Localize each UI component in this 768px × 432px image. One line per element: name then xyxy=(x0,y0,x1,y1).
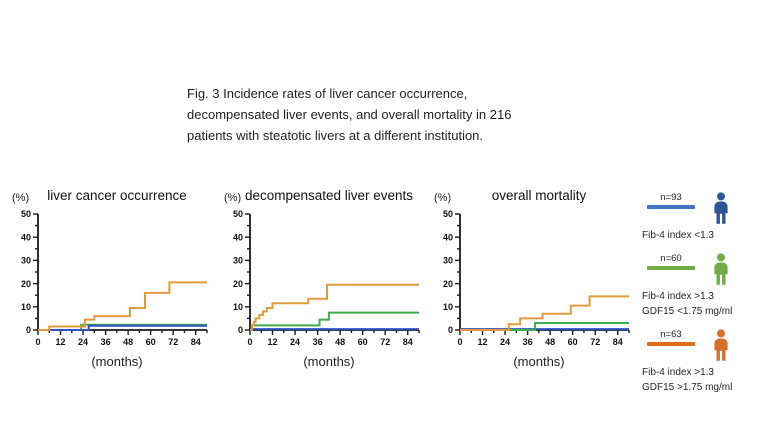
svg-text:48: 48 xyxy=(545,337,555,347)
svg-text:60: 60 xyxy=(146,337,156,347)
legend-label: Fib-4 index <1.3 xyxy=(642,230,714,241)
svg-text:36: 36 xyxy=(523,337,533,347)
legend-n-count: n=60 xyxy=(660,252,682,264)
svg-text:20: 20 xyxy=(233,279,243,289)
legend-label: GDF15 <1.75 mg/ml xyxy=(642,306,733,317)
svg-text:50: 50 xyxy=(233,209,243,219)
svg-text:0: 0 xyxy=(448,325,453,335)
legend-label: GDF15 >1.75 mg/ml xyxy=(642,382,733,393)
svg-text:30: 30 xyxy=(443,256,453,266)
caption-line: decompensated liver events, and overall … xyxy=(187,106,512,122)
svg-text:24: 24 xyxy=(290,337,300,347)
figure-caption: Fig. 3 Incidence rates of liver cancer o… xyxy=(187,84,567,146)
legend-label: Fib-4 index >1.3 xyxy=(642,290,714,302)
y-axis-unit-label: (%) xyxy=(12,192,30,204)
chart-liver-cancer-occurrence: (%) liver cancer occurrence 0 10 20 30 40 50 0… xyxy=(0,186,212,386)
chart-plot: 0 10 20 30 40 50 0 12 24 36 48 60 72 84 xyxy=(233,209,420,347)
svg-text:24: 24 xyxy=(500,337,510,347)
legend-label: Fib-4 index >1.3 xyxy=(642,366,714,378)
svg-text:50: 50 xyxy=(443,209,453,219)
svg-text:10: 10 xyxy=(21,302,31,312)
chart-overall-mortality: (%) overall mortality 0 10 20 30 40 50 0 12 24 36… xyxy=(422,186,634,386)
svg-text:50: 50 xyxy=(21,209,31,219)
legend-entry-fib4-high-gdf15-low: n=60 Fib-4 index >1.3 GDF15 <1.75 mg/ml xyxy=(641,253,767,320)
x-axis-label: (months) xyxy=(303,354,355,369)
svg-text:40: 40 xyxy=(443,232,453,242)
svg-text:60: 60 xyxy=(568,337,578,347)
svg-text:12: 12 xyxy=(56,337,66,347)
svg-text:84: 84 xyxy=(403,337,413,347)
svg-text:12: 12 xyxy=(268,337,278,347)
legend-n-count: n=63 xyxy=(660,328,682,340)
svg-text:48: 48 xyxy=(123,337,133,347)
legend-swatch: n=63 xyxy=(645,329,697,346)
legend-color-bar xyxy=(647,341,695,346)
caption-line: patients with steatotic livers at a diff… xyxy=(187,127,484,143)
svg-text:36: 36 xyxy=(313,337,323,347)
svg-text:24: 24 xyxy=(78,337,88,347)
chart-plot: 0 10 20 30 40 50 0 12 24 36 48 60 72 84 xyxy=(443,209,630,347)
legend: n=93 Fib-4 index <1.3 n=60 xyxy=(641,192,767,396)
x-axis-label: (months) xyxy=(513,354,565,369)
y-axis-unit-label: (%) xyxy=(224,192,242,204)
svg-text:10: 10 xyxy=(233,302,243,312)
svg-text:72: 72 xyxy=(168,337,178,347)
svg-text:20: 20 xyxy=(443,279,453,289)
svg-text:0: 0 xyxy=(26,325,31,335)
chart-decompensated-liver-events: (%) decompensated liver events 0 10 20 30 40… xyxy=(212,186,424,386)
svg-text:48: 48 xyxy=(335,337,345,347)
svg-text:20: 20 xyxy=(21,279,31,289)
svg-text:84: 84 xyxy=(613,337,623,347)
svg-text:36: 36 xyxy=(101,337,111,347)
svg-text:0: 0 xyxy=(238,325,243,335)
svg-text:0: 0 xyxy=(35,337,40,347)
svg-text:30: 30 xyxy=(233,256,243,266)
caption-line: Fig. 3 Incidence rates of liver cancer o… xyxy=(187,86,468,101)
svg-text:0: 0 xyxy=(247,337,252,347)
legend-entry-fib4-low: n=93 Fib-4 index <1.3 xyxy=(641,192,767,244)
legend-n-count: n=93 xyxy=(660,192,682,203)
svg-text:40: 40 xyxy=(21,232,31,242)
legend-entry-fib4-high-gdf15-high: n=63 Fib-4 index >1.3 GDF15 >1.75 mg/ml xyxy=(641,329,767,396)
svg-text:72: 72 xyxy=(380,337,390,347)
svg-text:60: 60 xyxy=(358,337,368,347)
svg-text:0: 0 xyxy=(457,337,462,347)
svg-text:84: 84 xyxy=(191,337,201,347)
legend-color-bar xyxy=(647,205,695,209)
legend-swatch: n=93 xyxy=(645,192,697,209)
legend-swatch: n=60 xyxy=(645,253,697,270)
svg-text:40: 40 xyxy=(233,232,243,242)
person-icon xyxy=(714,192,728,224)
person-icon xyxy=(714,328,728,361)
chart-plot: 0 10 20 30 40 50 0 12 24 36 48 60 72 84 xyxy=(21,209,208,347)
person-icon xyxy=(714,252,728,285)
x-axis-label: (months) xyxy=(91,354,143,369)
svg-text:12: 12 xyxy=(478,337,488,347)
svg-text:72: 72 xyxy=(590,337,600,347)
svg-text:10: 10 xyxy=(443,302,453,312)
chart-title: decompensated liver events xyxy=(244,188,414,203)
legend-color-bar xyxy=(647,265,695,270)
chart-title: liver cancer occurrence xyxy=(47,188,187,203)
y-axis-unit-label: (%) xyxy=(434,192,452,204)
svg-text:30: 30 xyxy=(21,256,31,266)
chart-title: overall mortality xyxy=(491,188,587,203)
